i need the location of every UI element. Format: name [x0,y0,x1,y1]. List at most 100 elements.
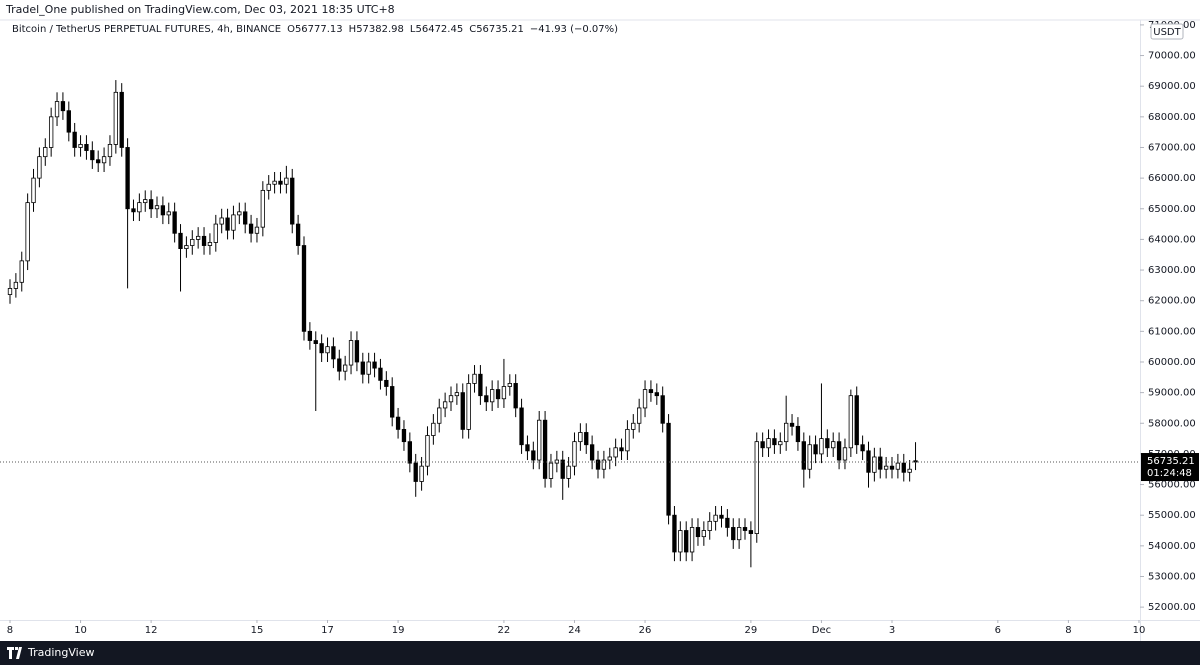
y-tick-label: 55000.00 [1148,510,1196,521]
candle-body [466,383,471,430]
candle-body [437,407,442,424]
candle-body [448,395,454,403]
candle-body [736,527,742,541]
candle-body [619,447,624,452]
candle-body [207,242,213,246]
candle-body [290,177,295,225]
candle-body [160,205,166,216]
candle-body [578,432,583,443]
candle-body [595,459,601,470]
candle-body [43,147,48,158]
y-tick-label: 53000.00 [1148,571,1196,582]
candle-body [642,389,648,409]
candle-body [637,407,642,424]
candle-body [331,346,336,360]
candle-body [31,177,36,204]
candle-body [654,392,659,397]
candle-body [107,144,113,158]
candle-body [360,361,365,375]
ohlc-prefix: C [469,24,477,35]
candle-body [384,379,389,387]
candle-body [166,211,171,216]
candle-body [337,358,342,372]
candle-body [660,395,665,424]
candle-body [78,144,83,148]
candle-body [301,245,307,332]
ohlc-value: 56735.21 [476,24,524,35]
candle-body [807,444,812,470]
candle-body [54,101,60,118]
candle-body [354,340,360,363]
candle-body [519,407,524,446]
candle-body [607,456,612,461]
change: −41.93 (−0.07%) [529,24,619,35]
candle-body [278,180,283,185]
x-tick-label: 10 [74,625,87,636]
candle-body [719,514,724,519]
y-tick-label: 54000.00 [1148,541,1196,552]
candle-body [631,422,636,430]
y-tick-label: 63000.00 [1148,265,1196,276]
candle-body [795,425,801,443]
x-tick-label: 26 [639,625,652,636]
candle-body [748,530,754,534]
candle-body [648,389,654,394]
candle-body [137,202,142,213]
x-tick-label: 10 [1133,625,1146,636]
candle-body [901,462,906,473]
y-tick-label: 69000.00 [1148,81,1196,92]
candle-body [672,514,677,553]
candle-body [178,232,183,250]
y-tick-label: 67000.00 [1148,142,1196,153]
candle-body [572,441,577,467]
candle-body [589,444,595,461]
candle-body [342,364,348,372]
candle-body [507,383,512,387]
candle-body [789,422,795,427]
x-tick-label: 8 [7,625,13,636]
candle-body [401,428,407,443]
candle-body [531,450,536,461]
candle-body [390,386,395,418]
candle-body [213,223,218,243]
candle-body [143,199,148,204]
candle-body [284,177,289,185]
last-price-box [1141,453,1199,482]
candle-body [666,422,671,516]
candle-body [537,419,542,461]
y-tick-label: 64000.00 [1148,234,1196,245]
ohlc-prefix: L [409,24,416,35]
candle-body [431,422,436,436]
candle-body [295,223,301,246]
candle-body [243,211,248,225]
candle-body [784,422,789,443]
candle-body [148,199,154,210]
candle-body [237,211,242,216]
candle-body [801,441,806,470]
y-tick-label: 60000.00 [1148,357,1196,368]
y-tick-label: 56000.00 [1148,480,1196,491]
candle-body [472,373,477,384]
candle-body [131,208,136,213]
logo [7,647,22,659]
candle-body [872,456,877,473]
candle-body [37,156,42,179]
candle-body [231,214,236,231]
candle-body [742,527,748,531]
candle-body [254,226,260,234]
x-tick-label: 19 [392,625,405,636]
ohlc-value: 56777.13 [294,24,343,35]
candle-body [72,131,77,148]
candle-body [713,514,718,522]
candle-body [501,386,507,400]
candle-body [454,392,460,397]
candle-body [260,189,266,228]
candle-body [348,340,354,366]
candle-body [13,281,19,289]
candle-body [819,438,824,455]
candle-body [731,527,736,541]
candle-body [701,530,707,538]
candle-body [760,441,765,449]
candle-body [560,459,565,479]
